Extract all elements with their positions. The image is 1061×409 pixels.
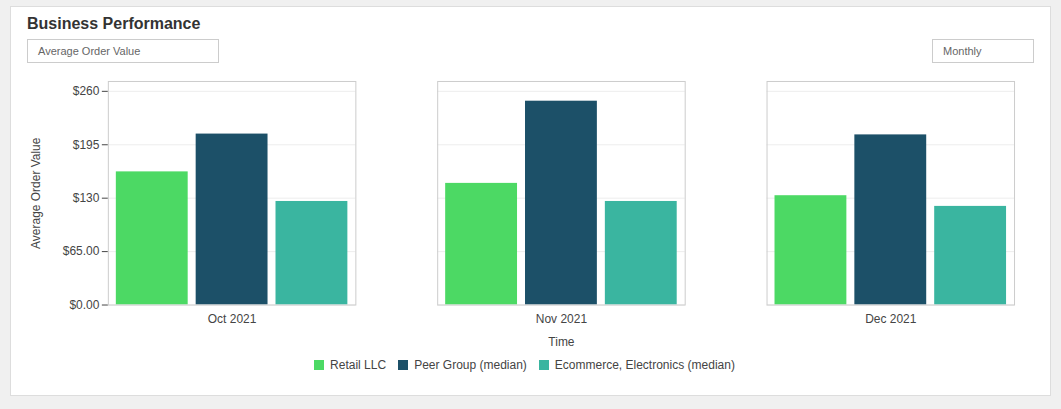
svg-text:Dec 2021: Dec 2021: [865, 312, 917, 326]
svg-text:Average Order Value: Average Order Value: [29, 137, 43, 249]
svg-text:Oct 2021: Oct 2021: [208, 312, 257, 326]
html-text:Monthly: Monthly: [943, 45, 982, 57]
svg-text:Nov 2021: Nov 2021: [536, 312, 588, 326]
svg-text:Time: Time: [548, 335, 574, 348]
html-text:Peer Group (median): Peer Group (median): [414, 357, 527, 372]
svg-text:$65.00: $65.00: [63, 244, 100, 258]
html-text:Ecommerce, Electronics (median: Ecommerce, Electronics (median): [554, 357, 735, 372]
svg-text:$260: $260: [73, 84, 100, 98]
html-text:Retail LLC: Retail LLC: [330, 357, 387, 372]
html-text:Average Order Value: Average Order Value: [38, 45, 141, 57]
svg-text:$130: $130: [73, 191, 100, 205]
html-text:Business Performance: Business Performance: [27, 15, 201, 32]
svg-text:$195: $195: [73, 138, 100, 152]
svg-text:$0.00: $0.00: [69, 298, 99, 312]
